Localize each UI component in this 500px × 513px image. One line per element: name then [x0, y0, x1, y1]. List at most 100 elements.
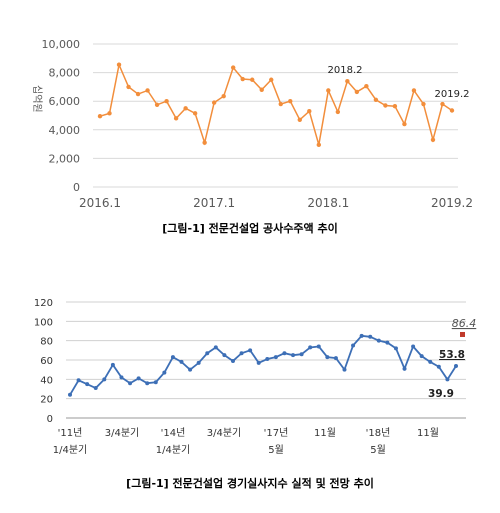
c1-data-point — [164, 99, 169, 104]
c2-x-tick-label: 11월 — [417, 427, 439, 439]
c2-data-point — [351, 343, 356, 348]
c1-data-point — [335, 109, 341, 115]
c1-y-tick-label: 0 — [73, 181, 80, 194]
c2-data-point — [282, 351, 287, 356]
c1-y-tick-label: 4,000 — [49, 124, 81, 137]
c2-data-point — [265, 357, 270, 362]
c1-data-point — [316, 142, 322, 148]
c2-annotation-39-9: 39.9 — [428, 388, 454, 400]
c1-y-tick-label: 2,000 — [49, 152, 81, 165]
c2-y-tick-label: 60 — [40, 356, 53, 367]
c2-y-tick-label: 20 — [40, 395, 53, 406]
c1-data-point — [449, 108, 455, 113]
c1-data-point — [221, 93, 226, 99]
c1-data-point — [392, 104, 398, 109]
c2-data-point — [93, 386, 98, 391]
c2-data-point — [102, 377, 107, 382]
c1-data-point — [383, 103, 388, 108]
c2-data-point — [376, 338, 381, 343]
c2-x-tick-label: 1/4분기 — [53, 444, 88, 456]
c2-data-point — [342, 367, 347, 372]
c1-data-point — [411, 88, 417, 93]
c2-data-point — [385, 340, 390, 345]
c1-data-point — [373, 97, 379, 102]
c1-data-point — [364, 83, 369, 89]
c2-data-point — [85, 382, 90, 387]
c2-gridlines — [66, 301, 466, 419]
c2-data-point — [333, 356, 338, 361]
c2-x-tick-label: '18년 — [366, 427, 391, 439]
c1-series — [97, 62, 455, 148]
c2-x-tick-label: '11년 — [58, 427, 83, 439]
c1-data-point — [345, 78, 350, 84]
c1-data-point — [202, 140, 207, 145]
chart-business-survey-index: 0 20 40 60 80 100 120 '11년 3/4분기 '14년 3/4분기 '17년 11… — [34, 298, 476, 490]
c1-annotation-2018-2: 2018.2 — [328, 65, 363, 76]
c2-x-tick-label: 5월 — [268, 444, 284, 456]
c1-data-point — [173, 116, 179, 121]
c1-x-tick-label: 2019.2 — [431, 196, 473, 210]
c1-data-point — [326, 88, 331, 93]
c2-data-point — [170, 355, 175, 360]
c1-data-point — [288, 99, 293, 104]
c2-y-tick-label: 100 — [34, 317, 53, 328]
c1-x-tick-label: 2018.1 — [307, 196, 349, 210]
c2-data-point — [76, 378, 81, 383]
c1-x-tick-label: 2017.1 — [193, 196, 235, 210]
c2-series-line — [69, 334, 457, 396]
c2-data-point — [428, 359, 433, 364]
c2-data-point — [128, 381, 133, 386]
c1-y-tick-label: 10,000 — [42, 38, 81, 51]
c2-forecast-label: 86.4 — [452, 317, 477, 330]
c2-data-point — [213, 345, 218, 350]
c2-x-tick-label: 11월 — [314, 427, 336, 439]
c2-data-point — [299, 352, 304, 357]
c2-caption: [그림-1] 전문건설업 경기실사지수 실적 및 전망 추이 — [126, 476, 374, 490]
c2-data-point — [291, 353, 296, 358]
c1-data-point — [116, 62, 122, 67]
c2-x-tick-label: '14년 — [161, 427, 186, 439]
c2-data-point — [368, 334, 373, 339]
c1-y-tick-labels: 0 2,000 4,000 6,000 8,000 10,000 — [42, 38, 81, 194]
c2-data-point — [153, 380, 158, 385]
c1-data-point — [107, 111, 112, 116]
c2-x-tick-label: 5월 — [370, 444, 386, 456]
c2-data-point — [222, 353, 227, 358]
c2-data-point — [239, 351, 244, 356]
c2-data-point — [308, 345, 313, 350]
c2-data-point — [325, 355, 330, 360]
c2-data-point — [454, 363, 458, 368]
c2-x-tick-label: '17년 — [264, 427, 289, 439]
c1-y-tick-label: 8,000 — [49, 67, 81, 80]
c2-data-point — [402, 366, 407, 371]
c2-data-point — [136, 376, 141, 381]
c1-y-tick-label: 6,000 — [49, 95, 81, 108]
c2-y-tick-label: 120 — [34, 298, 53, 309]
c1-series-line — [99, 62, 453, 146]
c1-data-point — [297, 117, 302, 122]
c1-data-point — [440, 101, 445, 107]
c1-data-point — [421, 101, 426, 107]
c1-data-point — [430, 137, 436, 143]
c2-data-point — [359, 333, 364, 338]
c1-caption: [그림-1] 전문건설업 공사수주액 추이 — [162, 221, 337, 235]
c1-data-point — [183, 106, 188, 111]
c1-y-axis-label: 십억원 — [31, 85, 43, 113]
c2-x-tick-label: 3/4분기 — [105, 427, 140, 439]
c1-data-point — [250, 77, 255, 82]
c1-gridlines — [93, 43, 458, 188]
c2-data-point — [256, 360, 261, 365]
c2-data-point — [68, 392, 72, 397]
c2-x-tick-label: 3/4분기 — [207, 427, 242, 439]
c1-x-tick-labels: 2016.1 2017.1 2018.1 2019.2 — [79, 196, 473, 210]
c1-x-tick-label: 2016.1 — [79, 196, 121, 210]
c1-data-point — [192, 111, 198, 116]
c2-x-tick-labels: '11년 3/4분기 '14년 3/4분기 '17년 11월 '18년 11월 1/4분기 1/4… — [53, 427, 439, 456]
c1-data-point — [307, 109, 312, 114]
c2-data-point — [230, 358, 235, 363]
c1-data-point — [269, 77, 274, 82]
c2-data-point — [273, 355, 278, 360]
c1-data-point — [354, 89, 360, 95]
c2-data-point — [316, 344, 321, 349]
